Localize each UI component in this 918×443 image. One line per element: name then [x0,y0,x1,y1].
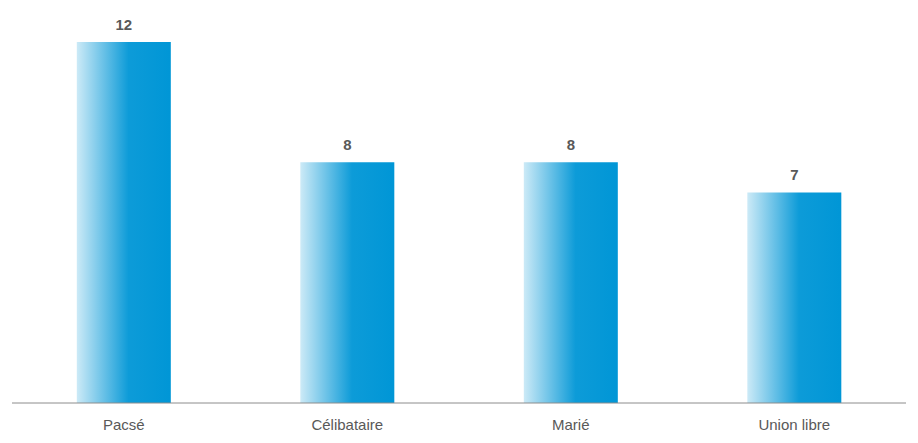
svg-text:Union libre: Union libre [758,416,830,433]
svg-text:Célibataire: Célibataire [311,416,383,433]
svg-text:7: 7 [790,166,798,183]
svg-text:8: 8 [567,136,575,153]
svg-text:Pacsé: Pacsé [103,416,145,433]
svg-text:8: 8 [343,136,351,153]
svg-text:12: 12 [115,16,132,33]
svg-text:Marié: Marié [552,416,590,433]
